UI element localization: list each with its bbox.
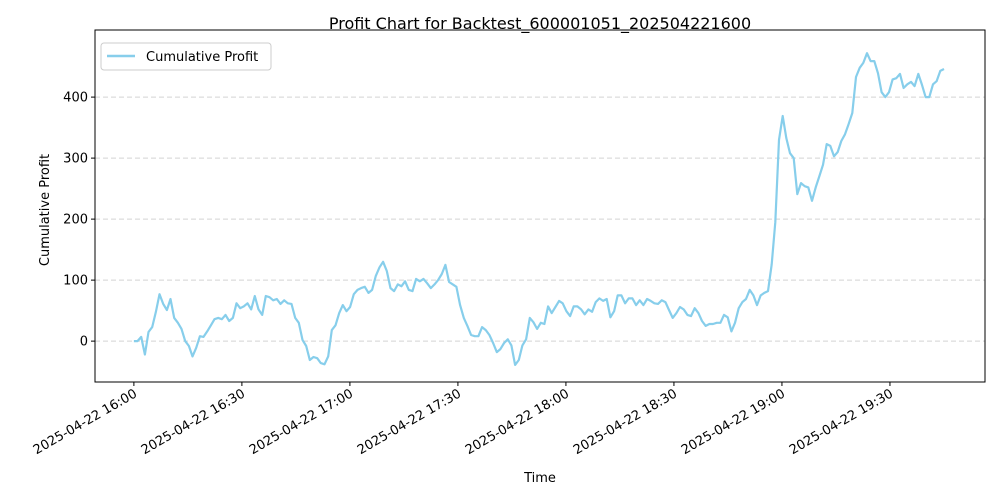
x-axis-label: Time [523, 471, 556, 486]
y-tick-label: 100 [63, 274, 88, 289]
y-tick-label: 0 [80, 335, 88, 350]
legend: Cumulative Profit [100, 42, 272, 71]
y-axis-label: Cumulative Profit [38, 154, 53, 266]
plot-frame [94, 29, 986, 383]
series-layer [133, 52, 945, 366]
x-tick-label: 2025-04-22 18:30 [571, 386, 680, 458]
legend-label: Cumulative Profit [146, 50, 258, 65]
series-line-cumulative-profit [133, 52, 945, 366]
y-tick-label: 400 [63, 91, 88, 106]
x-axis-ticks: 2025-04-22 16:00 2025-04-22 16:30 2025-04-… [31, 382, 896, 458]
x-tick-label: 2025-04-22 19:30 [787, 386, 896, 458]
x-tick-label: 2025-04-22 17:00 [247, 386, 356, 458]
legend-box [100, 42, 272, 71]
y-axis-ticks: 0 100 200 300 400 [63, 91, 95, 350]
chart-title: Profit Chart for Backtest_600001051_2025… [329, 14, 751, 34]
x-tick-label: 2025-04-22 16:30 [139, 386, 248, 458]
y-tick-label: 200 [63, 213, 88, 228]
y-tick-label: 300 [63, 152, 88, 167]
x-tick-label: 2025-04-22 17:30 [355, 386, 464, 458]
x-tick-label: 2025-04-22 18:00 [463, 386, 572, 458]
x-tick-label: 2025-04-22 19:00 [679, 386, 788, 458]
x-tick-label: 2025-04-22 16:00 [31, 386, 140, 458]
gridlines [95, 96, 985, 342]
